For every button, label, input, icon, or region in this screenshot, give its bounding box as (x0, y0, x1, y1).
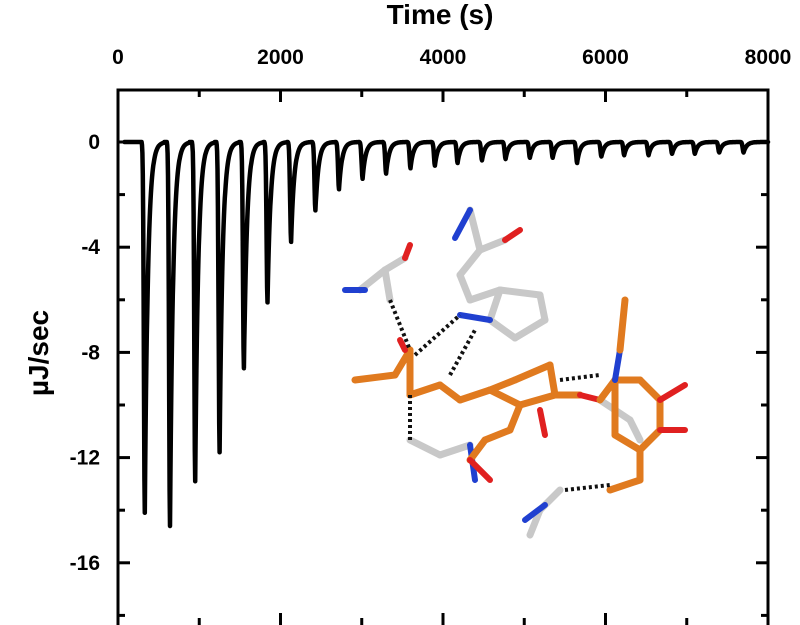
y-tick-label: -8 (81, 341, 100, 364)
structure-bond (457, 312, 493, 323)
structure-bond (456, 386, 494, 404)
y-tick-label: -12 (70, 447, 100, 470)
y-tick-label: -4 (81, 236, 100, 259)
structure-bond (612, 347, 623, 383)
structure-bond (486, 386, 524, 409)
structure-bond (406, 436, 444, 459)
structure-bond (397, 337, 408, 353)
x-axis-title: Time (s) (387, 0, 494, 30)
structure-bond (456, 246, 484, 279)
y-tick-label: -16 (70, 552, 100, 575)
structure-bond (522, 502, 548, 523)
y-tick-label: 0 (88, 131, 100, 154)
structure-bond (436, 381, 464, 404)
structure-bond (356, 266, 389, 294)
structure-bond (452, 207, 473, 241)
structure-bond (616, 296, 629, 354)
structure-bond (486, 376, 519, 394)
structure-bond (486, 316, 519, 342)
plot-frame (116, 88, 770, 625)
structure-bond (381, 266, 394, 304)
structure-bond (436, 441, 474, 459)
hydrogen-bond (388, 299, 412, 351)
structure-bond (511, 361, 554, 384)
structure-bond (481, 426, 514, 444)
structure-bond (502, 227, 523, 243)
structure-bond (496, 286, 544, 299)
hydrogen-bond (448, 329, 477, 376)
structure-bond (506, 401, 524, 434)
structure-bond (636, 376, 664, 404)
structure-bond (546, 361, 559, 399)
structure-bond (606, 476, 644, 494)
hydrogen-bond (413, 313, 462, 357)
structure-bond (486, 286, 504, 324)
structure-bond (456, 271, 474, 304)
x-tick-label: 4000 (420, 46, 467, 69)
structure-bond (626, 416, 644, 444)
y-tick-labels: 0 -4 -8 -12 -16 (70, 131, 101, 575)
series-trace (122, 139, 771, 529)
structure-bond (526, 506, 544, 539)
x-tick-label: 8000 (745, 46, 792, 69)
structure-bond (611, 431, 644, 454)
structure-bond (537, 407, 548, 438)
x-tick-label: 2000 (257, 46, 304, 69)
ligand-binding-site-structure (342, 206, 688, 539)
structure-bond (381, 254, 409, 274)
hydrogen-bond (559, 373, 601, 382)
structure-bond (636, 426, 664, 454)
x-tick-labels: 0 2000 4000 6000 8000 (112, 46, 791, 69)
x-tick-label: 0 (112, 46, 124, 69)
structure-bond (466, 436, 489, 464)
structure-bond (406, 381, 444, 399)
structure-bond (466, 206, 484, 254)
structure-bond (476, 236, 509, 254)
x-tick-label: 6000 (582, 46, 629, 69)
structure-bond (466, 286, 504, 304)
structure-bond (402, 242, 413, 261)
hydrogen-bond (564, 483, 611, 492)
structure-bond (467, 457, 493, 483)
structure-bond (657, 382, 688, 403)
structure-bond (536, 291, 549, 324)
y-axis-title: µJ/sec (23, 310, 54, 396)
structure-bond (511, 316, 549, 342)
structure-bond (516, 391, 559, 409)
structure-bond (351, 371, 399, 384)
